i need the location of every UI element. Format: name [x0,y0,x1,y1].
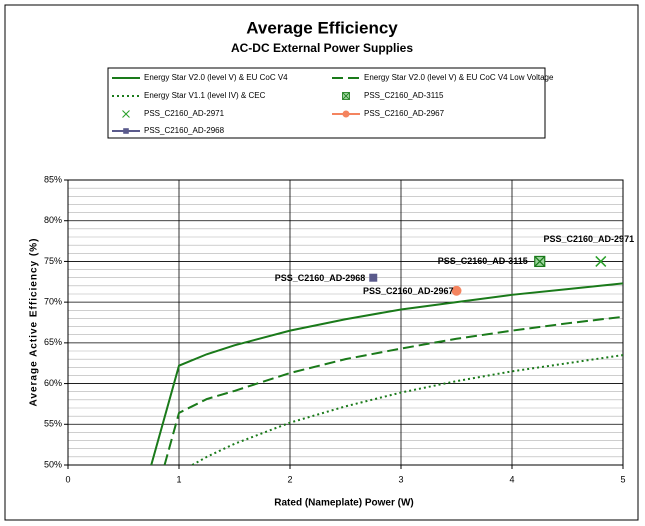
legend-entry: PSS_C2160_AD-2971 [122,109,225,118]
marker-shape [451,285,462,296]
y-tick-label: 55% [44,419,62,429]
chart-subtitle: AC-DC External Power Supplies [231,41,413,55]
marker [369,273,378,282]
legend-box [107,67,546,139]
marker-shape [122,110,130,118]
y-tick-label: 75% [44,256,62,266]
y-tick-label: 70% [44,297,62,307]
marker [451,285,462,296]
x-tick-label: 1 [176,474,181,484]
marker-shape [369,273,378,282]
legend-entry: Energy Star V2.0 (level V) & EU CoC V4 [112,73,288,82]
legend-label: PSS_C2160_AD-2967 [364,109,445,118]
legend-entry: PSS_C2160_AD-2968 [112,126,225,135]
series-line [163,315,623,465]
y-tick-label: 80% [44,215,62,225]
point-label: PSS_C2160_AD-3115 [438,256,528,266]
x-tick-label: 2 [287,474,292,484]
x-axis-label: Rated (Nameplate) Power (W) [274,498,413,509]
plot-border [67,179,624,466]
legend-entry: PSS_C2160_AD-3115 [342,91,444,100]
chart-title: Average Efficiency [246,18,398,37]
marker [342,110,350,118]
legend-entry: PSS_C2160_AD-2967 [332,109,445,118]
point-label: PSS_C2160_AD-2968 [275,273,366,283]
marker [342,92,350,100]
series-line [191,354,623,465]
y-tick-label: 60% [44,378,62,388]
marker [122,110,130,118]
point-label: PSS_C2160_AD-2967 [363,286,454,296]
legend-label: Energy Star V2.0 (level V) & EU CoC V4 [144,73,288,82]
x-tick-label: 4 [509,474,514,484]
y-tick-label: 85% [44,174,62,184]
plot-layer [150,282,623,465]
x-tick-label: 5 [620,474,625,484]
y-axis-label: Average Active Efficiency (%) [29,238,40,407]
x-tick-label: 0 [65,474,70,484]
legend-label: PSS_C2160_AD-2968 [144,126,225,135]
legend-label: PSS_C2160_AD-3115 [364,91,444,100]
y-tick-label: 65% [44,337,62,347]
point-label: PSS_C2160_AD-2971 [544,234,635,244]
marker-shape [342,110,350,118]
marker [123,128,129,134]
y-tick-label: 50% [44,459,62,469]
marker-shape [534,256,546,267]
marker-shape [342,92,350,100]
legend-label: Energy Star V1.1 (level IV) & CEC [144,91,266,100]
marker [534,255,546,268]
legend-label: PSS_C2160_AD-2971 [144,109,225,118]
legend-label: Energy Star V2.0 (level V) & EU CoC V4 L… [364,73,554,82]
marker-shape [123,128,129,134]
marker [595,255,607,267]
marker-shape [595,255,607,267]
series-line [150,282,623,465]
legend-entry: Energy Star V2.0 (level V) & EU CoC V4 L… [332,73,554,82]
legend-entry: Energy Star V1.1 (level IV) & CEC [112,91,266,100]
x-tick-label: 3 [398,474,403,484]
plot-area [68,180,623,465]
